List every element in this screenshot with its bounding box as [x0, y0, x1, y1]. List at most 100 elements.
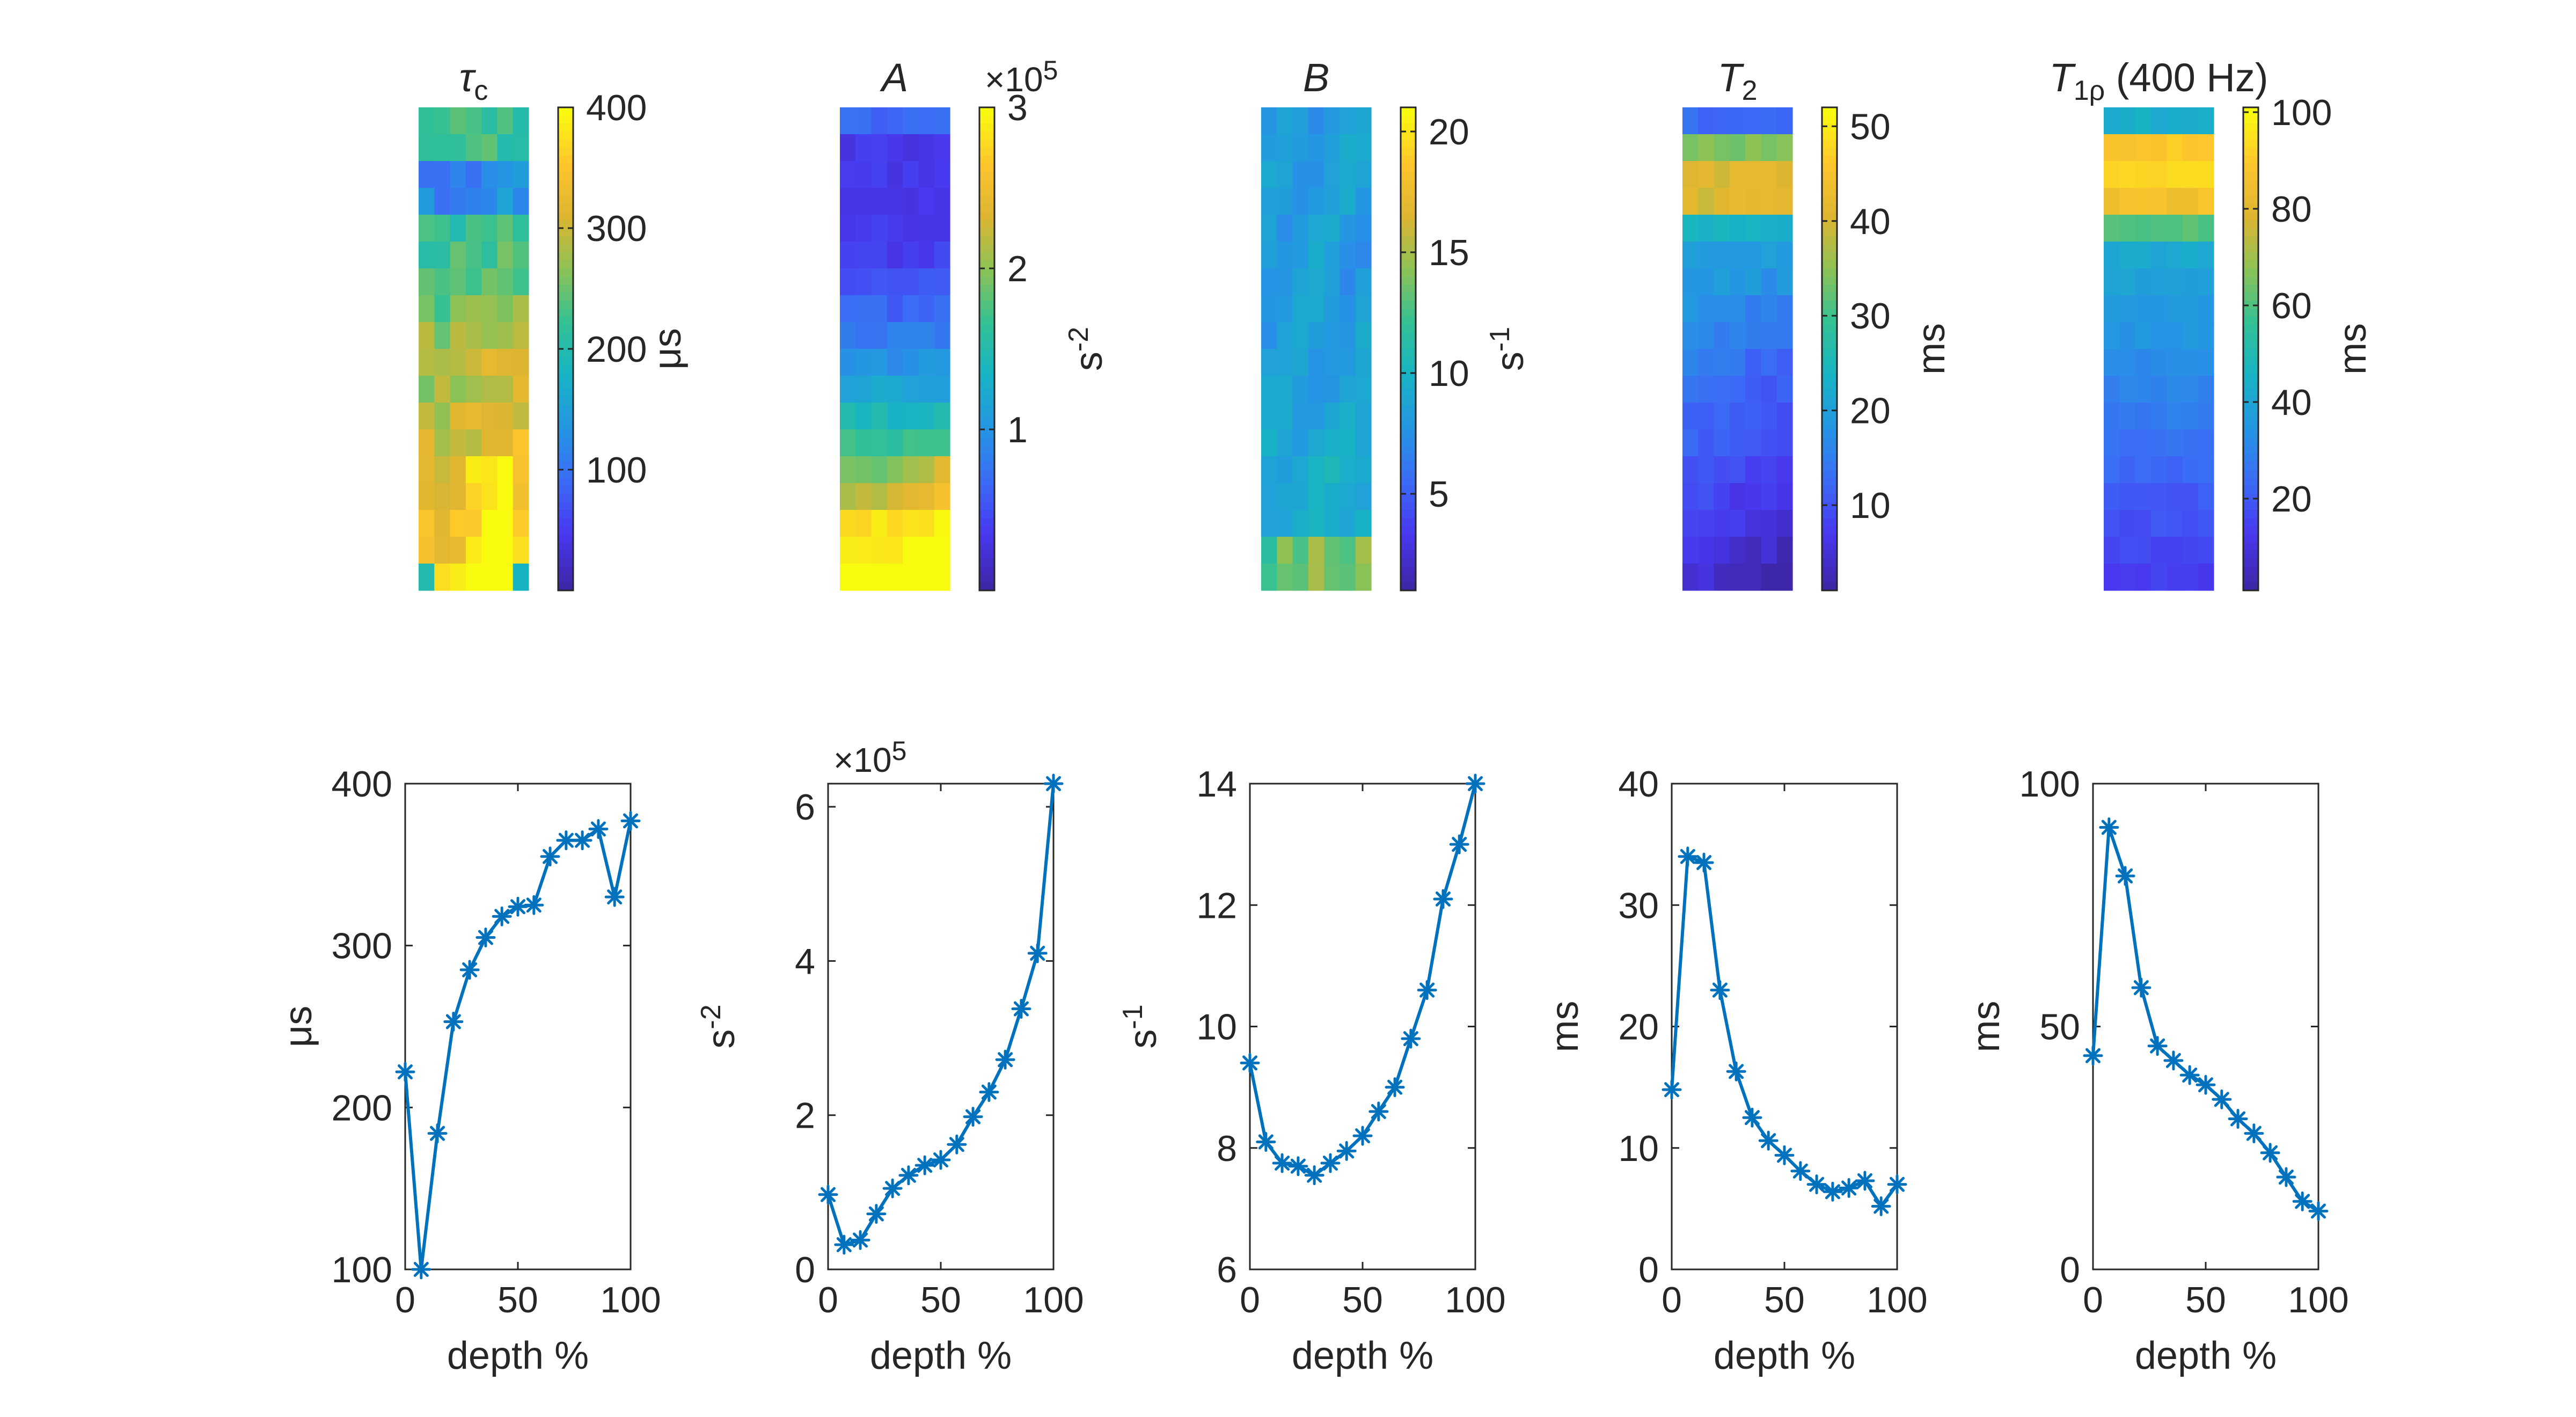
colorbar-segment — [558, 574, 573, 583]
colorbar-segment — [979, 421, 994, 430]
map-cell — [419, 268, 435, 296]
map-cell — [2182, 376, 2199, 403]
x-tick-label: 0 — [395, 1280, 415, 1320]
map-cell — [2104, 322, 2120, 349]
map-cell — [450, 456, 466, 484]
map-cell — [450, 161, 466, 188]
colorbar-segment — [1822, 421, 1837, 430]
colorbar-segment — [2243, 156, 2258, 164]
marker-stroke — [623, 813, 638, 829]
colorbar-segment — [1822, 550, 1837, 559]
map-cell — [1714, 268, 1730, 296]
colorbar-tick-label: 2 — [1007, 249, 1028, 289]
map-cell — [465, 510, 482, 537]
map-cell — [1776, 510, 1793, 537]
map-cell — [1261, 242, 1277, 269]
map-cell — [2150, 322, 2167, 349]
y-axis-label: μs — [277, 1006, 320, 1047]
map-cell — [2135, 510, 2151, 537]
colorbar-segment — [1822, 188, 1837, 196]
map-cell — [465, 134, 482, 162]
y-tick-label: 0 — [1638, 1250, 1659, 1290]
map-cell — [1682, 322, 1699, 349]
marker-stroke — [1419, 982, 1435, 998]
marker-stroke — [1355, 1128, 1370, 1144]
colorbar-segment — [558, 405, 573, 414]
map-cell — [465, 537, 482, 564]
map-cell — [481, 107, 498, 135]
colorbar-segment — [979, 236, 994, 245]
y-tick-label: 6 — [1217, 1250, 1237, 1290]
map-cell — [871, 107, 888, 135]
map-cell — [840, 134, 856, 162]
data-point-marker — [2179, 1065, 2200, 1085]
map-cell — [1308, 349, 1324, 376]
map-cell — [2167, 188, 2183, 215]
map-cell — [2104, 242, 2120, 269]
colorbar-segment — [558, 502, 573, 510]
map-cell — [1292, 188, 1309, 215]
map-cell — [2135, 268, 2151, 296]
map-cell — [903, 483, 919, 510]
map-cell — [2119, 349, 2136, 376]
colorbar-segment — [979, 309, 994, 317]
map-cell — [918, 349, 935, 376]
colorbar-segment — [979, 454, 994, 462]
marker-stroke — [558, 832, 574, 848]
map-cell — [1308, 242, 1324, 269]
map-cell — [2135, 215, 2151, 242]
y-tick-label: 14 — [1196, 764, 1237, 805]
marker-stroke — [2165, 1053, 2181, 1068]
map-cell — [450, 510, 466, 537]
data-point-marker — [2163, 1050, 2184, 1071]
colorbar-segment — [1401, 381, 1416, 390]
colorbar-segment — [2243, 228, 2258, 237]
map-cell — [1729, 376, 1746, 403]
data-point-marker — [492, 906, 512, 926]
colorbar-segment — [558, 542, 573, 551]
colorbar-segment — [558, 381, 573, 390]
map-cell — [934, 537, 950, 564]
map-cell — [1355, 268, 1372, 296]
colorbar-segment — [1401, 470, 1416, 478]
map-cell — [2198, 107, 2214, 135]
map-cell — [1745, 215, 1762, 242]
map-cell — [2119, 564, 2136, 591]
colorbar-segment — [979, 389, 994, 398]
map-cell — [2182, 268, 2199, 296]
colorbar-segment — [979, 373, 994, 382]
map-cell — [1324, 134, 1341, 162]
x-tick-label: 0 — [1662, 1280, 1682, 1320]
map-cell — [903, 188, 919, 215]
map-cell — [1698, 107, 1715, 135]
map-cell — [2167, 322, 2183, 349]
colorbar-segment — [558, 107, 573, 116]
map-cell — [934, 268, 950, 296]
map-cell — [855, 376, 872, 403]
y-tick-label: 30 — [1618, 885, 1659, 926]
x-axis-label: depth % — [1714, 1334, 1855, 1377]
map-cell — [1698, 188, 1715, 215]
marker-stroke — [1322, 1156, 1338, 1171]
colorbar-segment — [1822, 478, 1837, 486]
map-cell — [1292, 107, 1309, 135]
map-cell — [2119, 376, 2136, 403]
map-cell — [1714, 564, 1730, 591]
colorbar-segment — [558, 309, 573, 317]
map-cell — [1292, 456, 1309, 484]
map-cell — [1340, 510, 1356, 537]
map-cell — [497, 295, 514, 323]
map-cell — [2119, 215, 2136, 242]
colorbar-segment — [1401, 212, 1416, 221]
map-cell — [903, 429, 919, 457]
colorbar-segment — [2243, 333, 2258, 341]
map-cell — [2119, 429, 2136, 457]
colorbar-segment — [2243, 349, 2258, 357]
data-point-marker — [1678, 846, 1698, 867]
map-cell — [1761, 537, 1777, 564]
map-cell — [2167, 215, 2183, 242]
map-cell — [1261, 376, 1277, 403]
data-point-marker — [1027, 943, 1048, 963]
colorbar-segment — [558, 389, 573, 398]
